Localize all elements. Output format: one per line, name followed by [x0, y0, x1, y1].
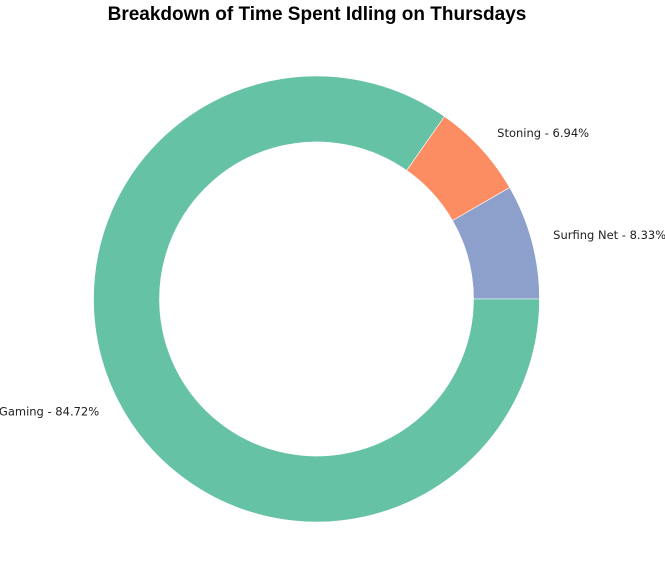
chart-title: Breakdown of Time Spent Idling on Thursd…: [107, 4, 527, 25]
slice-label-stoning: Stoning - 6.94%: [497, 126, 589, 140]
labels-layer: Surfing Net - 8.33% Stoning - 6.94% Gaming…: [0, 126, 665, 419]
slice-label-gaming: Gaming - 84.72%: [0, 405, 99, 419]
slices-layer: [93, 75, 540, 523]
slice-label-surfing-net: Surfing Net - 8.33%: [553, 228, 665, 242]
slice-gaming: [93, 75, 540, 523]
